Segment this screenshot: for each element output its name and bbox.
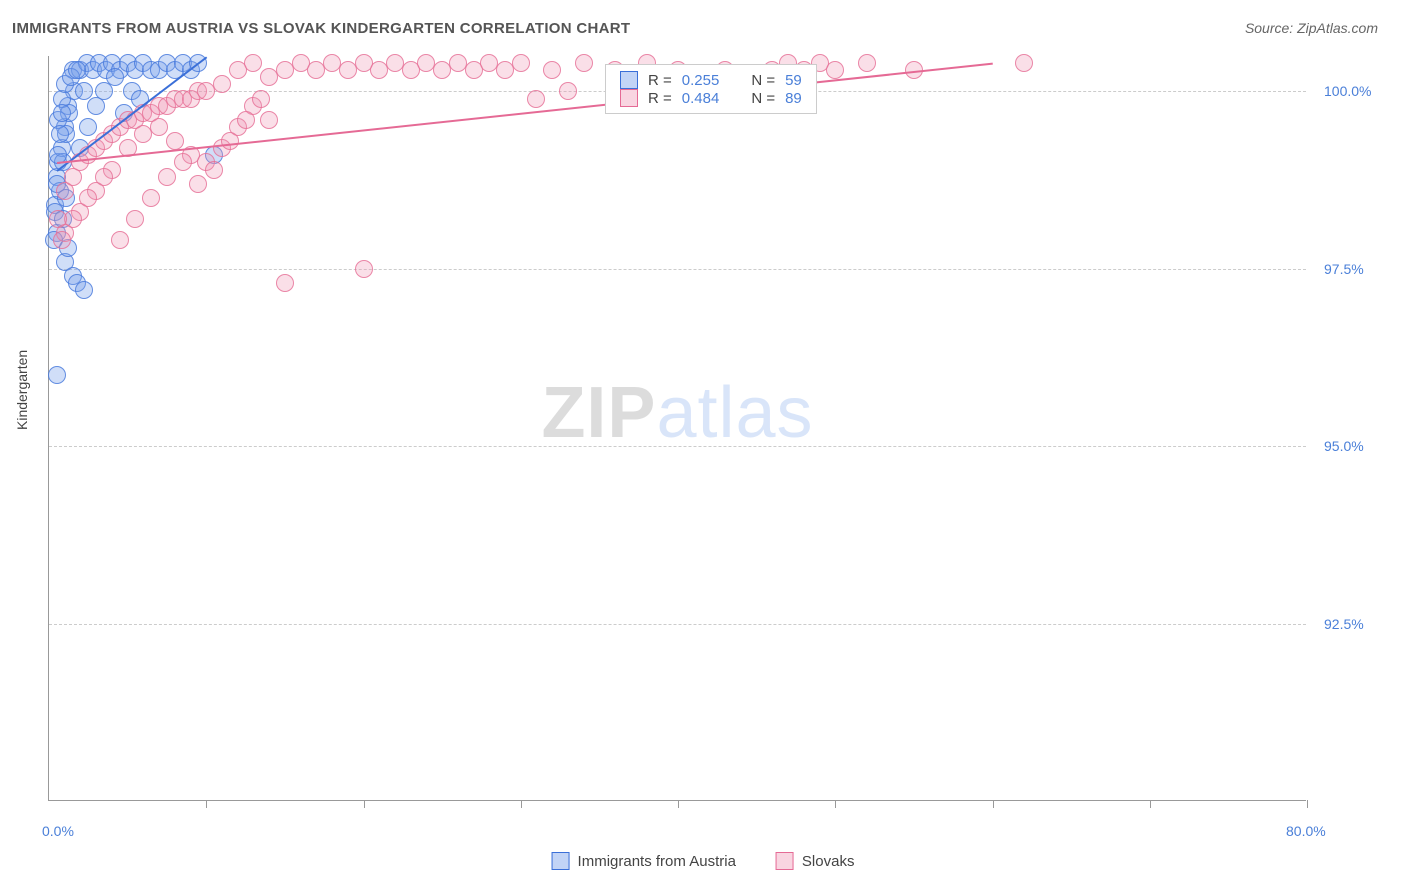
data-point-pink [126,210,144,228]
data-point-pink [95,168,113,186]
data-point-pink [355,260,373,278]
legend-r-label: R = [648,90,672,107]
gridline-h [49,269,1306,270]
x-tick [1150,800,1151,808]
data-point-pink [252,90,270,108]
x-tick [835,800,836,808]
data-point-pink [111,231,129,249]
stats-legend-row: R = 0.484 N = 89 [620,89,802,107]
data-point-pink [575,54,593,72]
data-point-pink [276,274,294,292]
watermark: ZIPatlas [541,372,813,454]
x-tick [993,800,994,808]
y-tick-label: 92.5% [1324,616,1364,632]
legend-n-value: 89 [785,90,802,107]
data-point-pink [213,75,231,93]
stats-legend: R = 0.255 N = 59 R = 0.484 N = 89 [605,64,817,114]
data-point-pink [1015,54,1033,72]
data-point-pink [559,82,577,100]
data-point-pink [142,189,160,207]
data-point-pink [244,54,262,72]
chart-title: IMMIGRANTS FROM AUSTRIA VS SLOVAK KINDER… [12,20,630,37]
data-point-blue [51,125,69,143]
x-tick [206,800,207,808]
y-tick-label: 97.5% [1324,261,1364,277]
legend-item: Slovaks [776,852,855,870]
gridline-h [49,446,1306,447]
y-tick-label: 95.0% [1324,438,1364,454]
data-point-pink [826,61,844,79]
data-point-pink [189,175,207,193]
data-point-pink [512,54,530,72]
legend-swatch-pink [776,852,794,870]
data-point-blue [106,68,124,86]
gridline-h [49,624,1306,625]
legend-swatch-blue [620,71,638,89]
data-point-pink [166,132,184,150]
stats-legend-row: R = 0.255 N = 59 [620,71,802,89]
legend-label: Immigrants from Austria [578,853,736,870]
watermark-part1: ZIP [541,373,656,453]
legend-r-label: R = [648,72,672,89]
x-tick [678,800,679,808]
data-point-blue [53,104,71,122]
data-point-pink [158,168,176,186]
data-point-pink [221,132,239,150]
data-point-pink [53,231,71,249]
legend-label: Slovaks [802,853,855,870]
legend-n-label: N = [751,90,775,107]
data-point-pink [237,111,255,129]
data-point-pink [260,111,278,129]
x-tick [521,800,522,808]
y-axis-title: Kindergarten [14,350,30,430]
legend-n-label: N = [751,72,775,89]
legend-n-value: 59 [785,72,802,89]
data-point-pink [79,189,97,207]
source-attribution: Source: ZipAtlas.com [1245,20,1378,36]
data-point-blue [75,281,93,299]
legend-swatch-blue [552,852,570,870]
x-axis-min-label: 0.0% [42,823,74,839]
scatter-plot-area: ZIPatlas [48,56,1306,801]
data-point-pink [49,210,67,228]
y-tick-label: 100.0% [1324,83,1371,99]
data-point-blue [48,366,66,384]
data-point-blue [79,118,97,136]
legend-r-value: 0.484 [682,90,720,107]
data-point-pink [527,90,545,108]
legend-swatch-pink [620,89,638,107]
data-point-pink [205,161,223,179]
data-point-pink [150,118,168,136]
data-point-pink [858,54,876,72]
legend-r-value: 0.255 [682,72,720,89]
legend-item: Immigrants from Austria [552,852,736,870]
x-axis-max-label: 80.0% [1286,823,1326,839]
watermark-part2: atlas [656,373,813,453]
data-point-pink [543,61,561,79]
series-legend: Immigrants from Austria Slovaks [552,852,855,870]
x-tick [364,800,365,808]
x-tick [1307,800,1308,808]
data-point-blue [68,61,86,79]
data-point-pink [174,153,192,171]
